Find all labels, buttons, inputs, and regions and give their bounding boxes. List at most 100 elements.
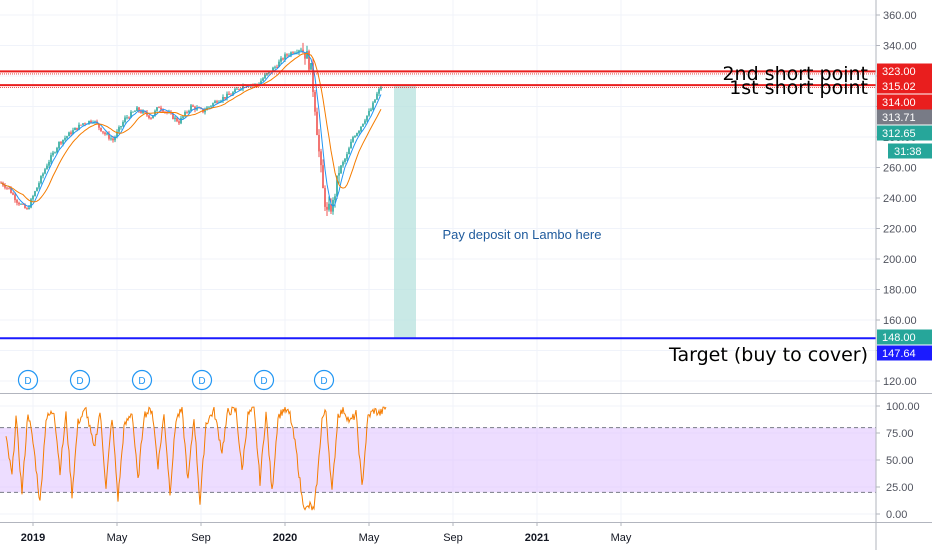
osc-tick-label: 50.00 [886,455,914,467]
candle-body [292,52,294,54]
candle-body [144,110,146,113]
price-tick-label: 120.00 [883,376,917,388]
oscillator-line [5,406,387,511]
osc-tick-label: 25.00 [886,482,914,494]
candle-body [56,147,58,153]
dividend-icon [17,369,39,391]
candle-body [218,101,220,103]
candle-body [50,155,52,162]
candle-body [120,126,122,128]
candle-body [114,136,116,141]
candle-body [208,106,210,108]
dividend-letter: D [198,376,205,387]
candle-body [336,175,338,197]
candle-body [378,89,380,94]
candle-body [212,103,214,106]
candle-body [326,206,328,210]
candle-body [290,52,292,56]
candle-body [234,89,236,93]
candle-body [84,123,86,125]
price-tag-label: 31:38 [894,146,922,158]
price-tag-label: 323.00 [882,66,916,78]
candle-body [108,133,110,139]
candle-body [90,120,92,123]
candle-body [184,112,186,117]
candle-body [340,165,342,174]
candle-body [46,165,48,170]
candle-body [228,93,230,95]
candle-body [366,115,368,121]
candle-body [356,133,358,137]
candle-body [122,122,124,127]
price-tag-bg [877,125,932,141]
candle-body [12,193,14,195]
candle-body [224,97,226,99]
candle-body [162,109,164,112]
candle-body [110,138,112,140]
candle-body [150,117,152,119]
candle-body [80,124,82,126]
candle-body [220,100,222,102]
candle-body [272,67,274,72]
candle-body [66,136,68,138]
candle-body [346,154,348,159]
osc-tick-label: 75.00 [886,428,914,440]
candle-body [44,169,46,174]
candle-body [304,52,306,59]
candle-body [308,51,310,70]
candle-body [130,111,132,118]
candle-body [52,152,54,156]
candle-body [32,196,34,200]
price-tick-label: 200.00 [883,254,917,266]
candle-body [74,127,76,131]
candle-body [178,121,180,124]
candle-body [60,142,62,144]
candle-body [198,107,200,109]
dividend-letter: D [260,376,267,387]
price-tag-label: 147.64 [882,348,916,360]
ma-slow-line [0,52,382,203]
candle-body [124,117,126,123]
candle-body [182,116,184,118]
candle-body [314,91,316,112]
candle-body [300,49,302,51]
candle-body [266,73,268,75]
candle-body [160,107,162,110]
dividend-icon [69,369,91,391]
candle-body [278,61,280,67]
candle-body [58,142,60,148]
candle-body [364,120,366,124]
dividend-letter: D [138,376,145,387]
candle-body [192,105,194,107]
candle-body [284,54,286,60]
dividend-icon [191,369,213,391]
candle-body [348,148,350,155]
level-label: Target (buy to cover) [668,344,868,366]
candle-body [344,158,346,162]
candle-body [8,187,10,189]
candle-body [322,165,324,189]
candle-body [376,93,378,100]
time-tick-label: 2021 [525,532,549,544]
candle-body [28,207,30,209]
candle-body [42,173,44,177]
candle-body [330,203,332,212]
candle-body [282,58,284,60]
candle-body [276,66,278,68]
candle-body [102,131,104,133]
candle-body [82,123,84,125]
candle-body [350,141,352,149]
candle-body [24,204,26,209]
candle-body [88,120,90,124]
candle-body [176,117,178,122]
price-tick-label: 180.00 [883,285,917,297]
dividend-icon [313,369,335,391]
candle-body [342,161,344,166]
horizontal-levels[interactable] [0,70,876,340]
candle-body [372,102,374,110]
candle-body [48,161,50,166]
candle-body [132,111,134,113]
